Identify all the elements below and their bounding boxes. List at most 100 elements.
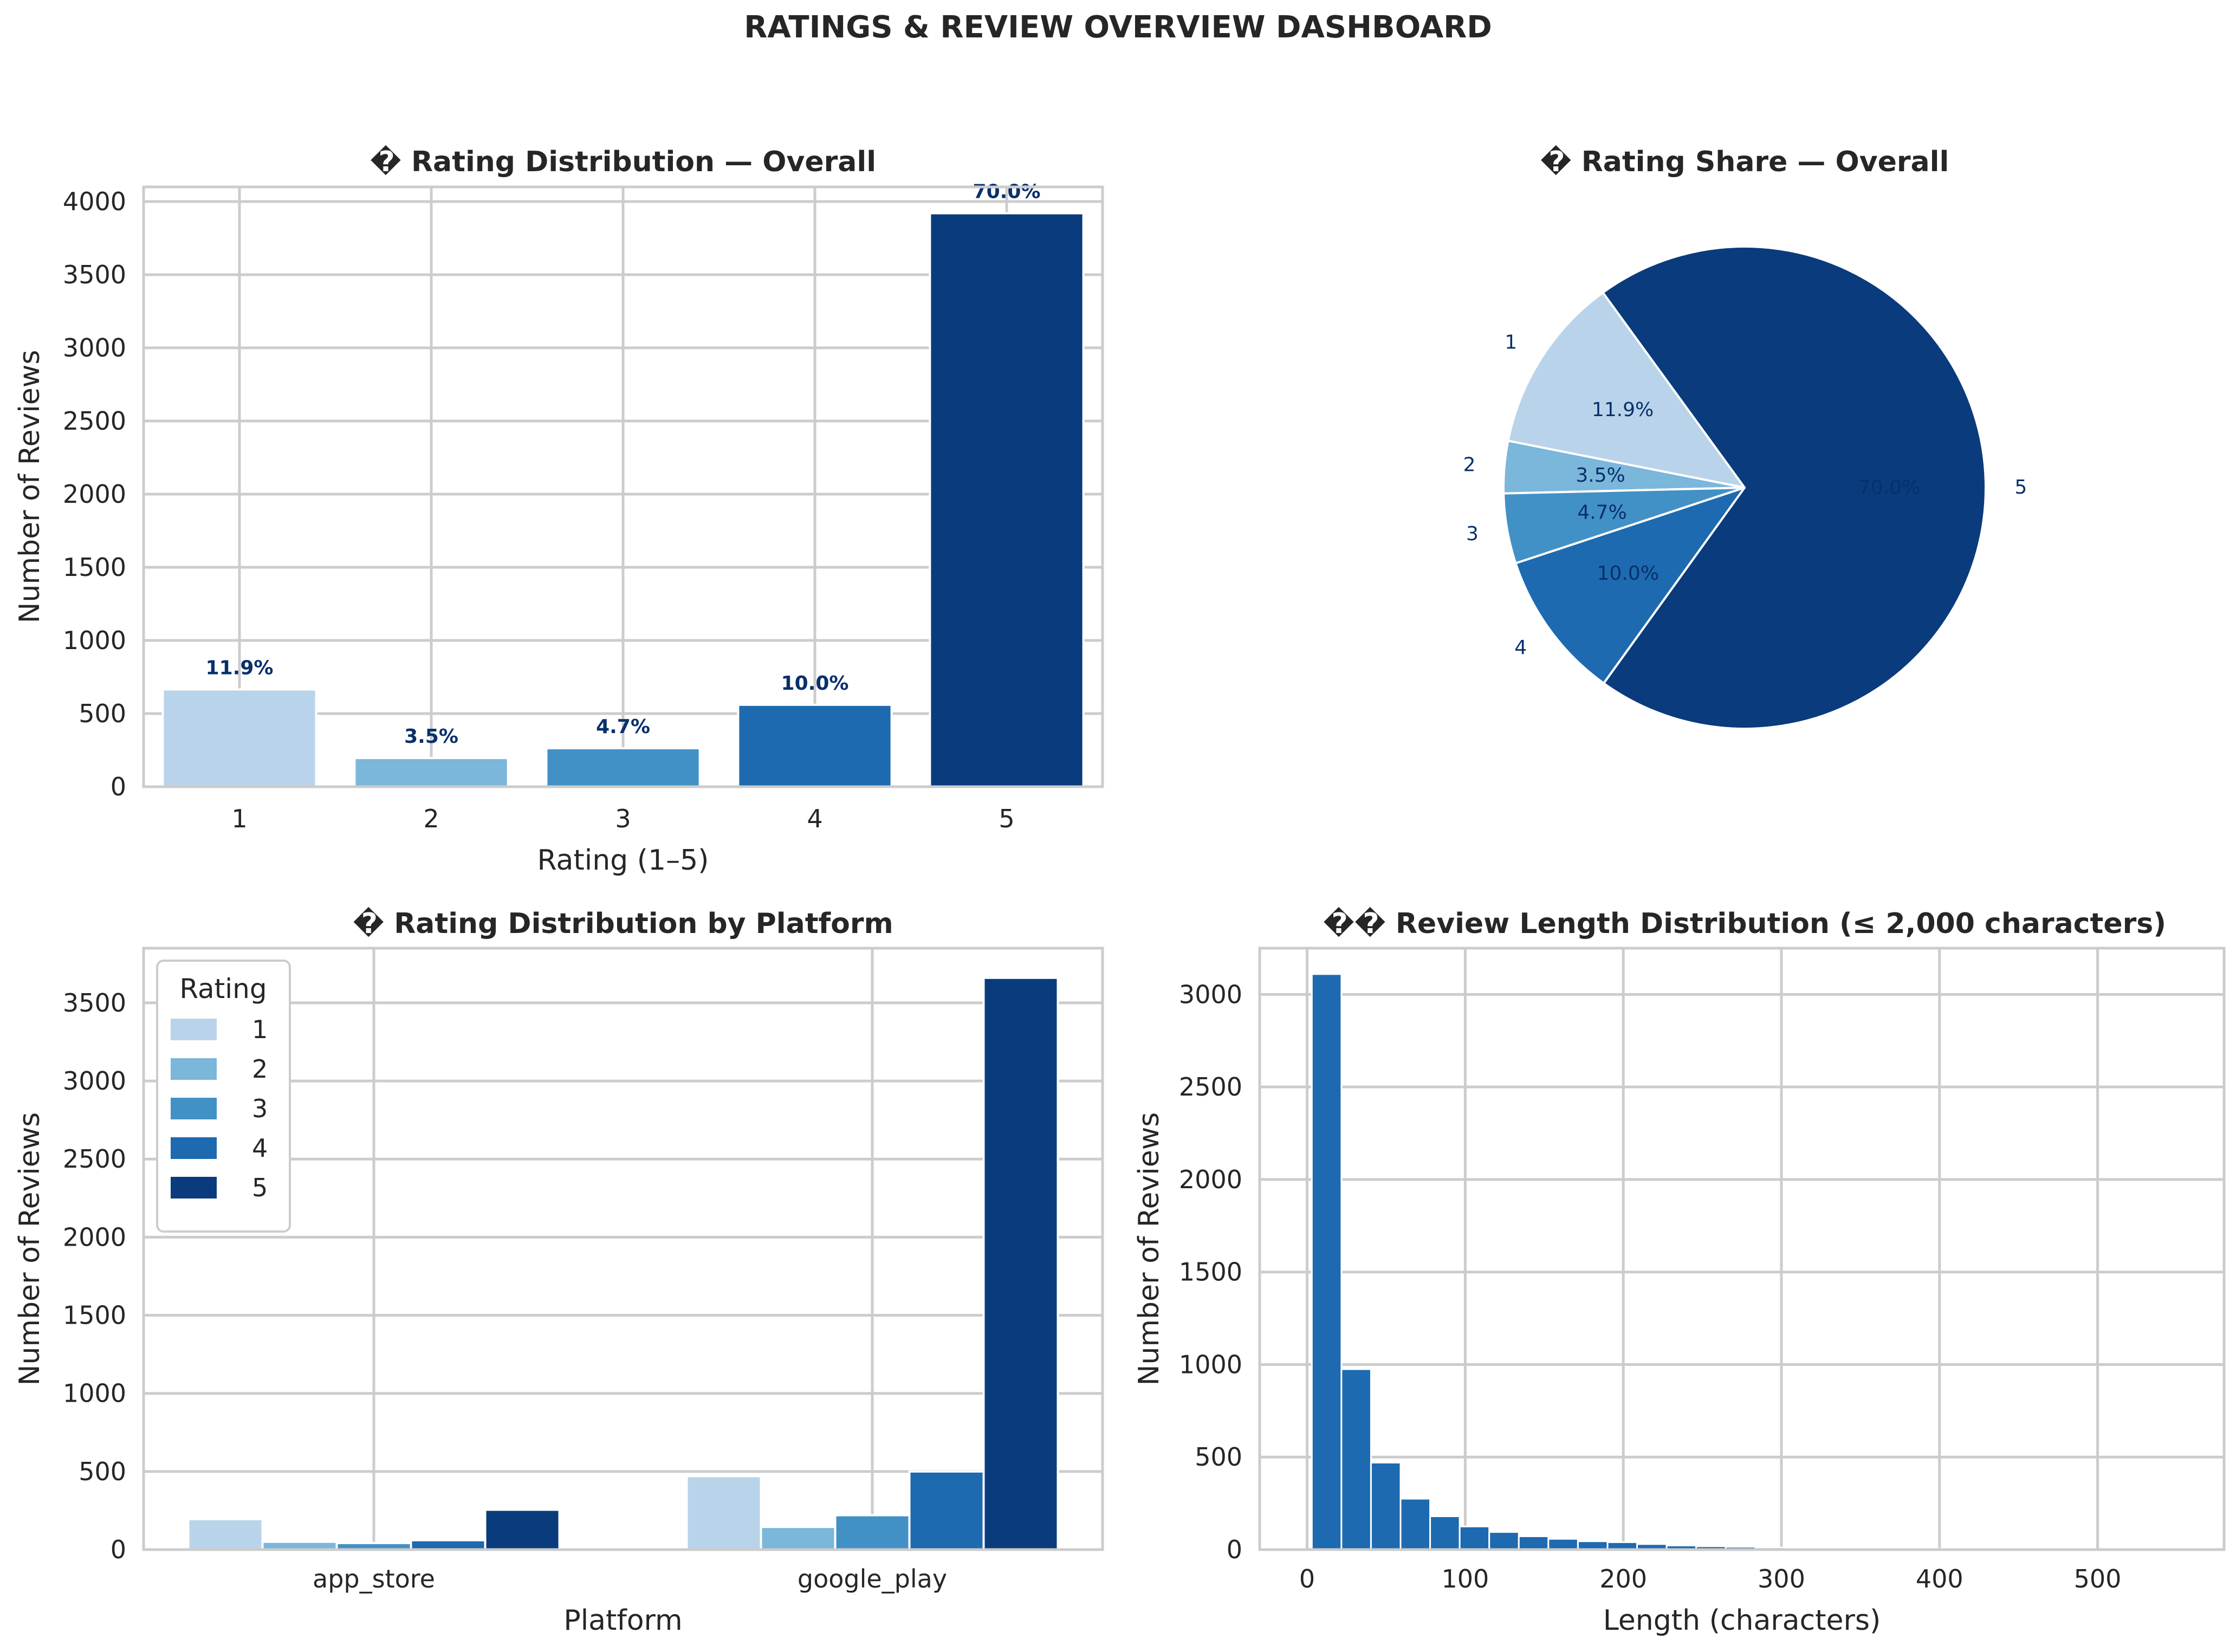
legend-entry: 3 bbox=[252, 1094, 268, 1123]
pie-percent-label: 4.7% bbox=[1577, 502, 1626, 524]
x-tick-label: 3 bbox=[615, 804, 631, 833]
histogram-bin bbox=[1340, 1368, 1372, 1551]
bar-google_play-rating-5 bbox=[982, 976, 1059, 1551]
x-axis-label: Platform bbox=[563, 1604, 682, 1637]
y-tick-label: 2500 bbox=[63, 1144, 126, 1174]
x-tick-label: 5 bbox=[999, 804, 1014, 833]
legend-swatch-2 bbox=[171, 1058, 217, 1080]
bar-rating-5 bbox=[929, 212, 1085, 788]
y-tick-label: 2500 bbox=[63, 406, 126, 436]
bar-data-label: 4.7% bbox=[596, 716, 650, 738]
y-tick-label: 1000 bbox=[63, 626, 126, 655]
legend: Rating 1 2 3 4 5 bbox=[156, 960, 291, 1233]
pie-percent-label: 70.0% bbox=[1858, 476, 1920, 498]
y-tick-label: 2000 bbox=[63, 1222, 126, 1252]
legend-entry: 5 bbox=[252, 1173, 268, 1202]
bar-rating-3 bbox=[545, 747, 701, 788]
dashboard-title: RATINGS & REVIEW OVERVIEW DASHBOARD bbox=[744, 10, 1492, 45]
y-tick-label: 2000 bbox=[1179, 1165, 1242, 1194]
pie-percent-label: 10.0% bbox=[1597, 562, 1659, 585]
x-tick-label: 4 bbox=[807, 804, 822, 833]
bar-data-label: 70.0% bbox=[973, 181, 1041, 203]
bar-data-label: 11.9% bbox=[206, 657, 274, 679]
x-tick-label: 500 bbox=[2074, 1564, 2122, 1593]
chart-title: � Rating Distribution — Overall bbox=[370, 145, 876, 178]
bar-data-label: 3.5% bbox=[404, 725, 458, 748]
bar-rating-2 bbox=[353, 757, 509, 788]
y-tick-label: 2000 bbox=[63, 480, 126, 509]
y-tick-label: 500 bbox=[79, 699, 126, 728]
legend-entry: 2 bbox=[252, 1054, 268, 1084]
pie-category-label: 2 bbox=[1463, 454, 1476, 476]
x-tick-label: app_store bbox=[313, 1564, 435, 1593]
y-tick-label: 3500 bbox=[63, 988, 126, 1018]
y-axis-label: Number of Reviews bbox=[1133, 1112, 1165, 1386]
bar-rating-4 bbox=[737, 703, 893, 788]
bar-app_store-rating-5 bbox=[484, 1508, 561, 1551]
bar-rating-1 bbox=[161, 688, 317, 788]
legend-swatch-4 bbox=[171, 1137, 217, 1159]
x-axis-label: Rating (1–5) bbox=[537, 844, 709, 877]
y-tick-label: 3000 bbox=[63, 333, 126, 362]
chart-title: � Rating Distribution by Platform bbox=[353, 906, 893, 940]
x-tick-label: 2 bbox=[423, 804, 439, 833]
y-tick-label: 0 bbox=[111, 772, 126, 801]
pie-slice-rating-4 bbox=[1514, 485, 1748, 685]
bar-google_play-rating-1 bbox=[685, 1475, 762, 1551]
y-tick-label: 3000 bbox=[1179, 980, 1242, 1009]
x-tick-label: 400 bbox=[1916, 1564, 1963, 1593]
histogram-bin bbox=[1399, 1498, 1431, 1551]
pie-percent-label: 11.9% bbox=[1592, 399, 1654, 421]
x-tick-label: google_play bbox=[798, 1564, 947, 1593]
y-tick-label: 500 bbox=[79, 1457, 126, 1486]
y-tick-label: 3500 bbox=[63, 260, 126, 289]
chart-title: � Rating Share — Overall bbox=[1540, 145, 1949, 178]
bar-data-label: 10.0% bbox=[781, 672, 849, 695]
legend-entry: 4 bbox=[252, 1133, 268, 1163]
y-tick-label: 0 bbox=[111, 1535, 126, 1564]
y-tick-label: 1500 bbox=[63, 1301, 126, 1330]
legend-swatch-5 bbox=[171, 1177, 217, 1198]
pie-category-label: 1 bbox=[1505, 331, 1517, 353]
y-tick-label: 1000 bbox=[63, 1379, 126, 1408]
x-axis-label: Length (characters) bbox=[1603, 1604, 1881, 1637]
plot-frame bbox=[142, 185, 1104, 788]
chart-title: �� Review Length Distribution (≤ 2,000 c… bbox=[1323, 906, 2166, 940]
y-axis-label: Number of Reviews bbox=[14, 350, 46, 624]
legend-entry: 1 bbox=[252, 1015, 268, 1044]
x-tick-label: 300 bbox=[1758, 1564, 1805, 1593]
pie-percent-label: 3.5% bbox=[1576, 464, 1625, 487]
y-axis-label: Number of Reviews bbox=[14, 1112, 46, 1386]
y-tick-label: 1500 bbox=[63, 553, 126, 582]
pie-slice-rating-1 bbox=[1507, 291, 1747, 489]
legend-swatch-1 bbox=[171, 1019, 217, 1040]
bar-app_store-rating-1 bbox=[187, 1518, 264, 1551]
y-tick-label: 1000 bbox=[1179, 1350, 1242, 1379]
y-tick-label: 3000 bbox=[63, 1066, 126, 1096]
plot-frame bbox=[1258, 947, 2226, 1551]
pie-category-label: 3 bbox=[1466, 523, 1479, 545]
legend-title: Rating bbox=[179, 973, 267, 1005]
y-tick-label: 4000 bbox=[63, 187, 126, 216]
plot-frame bbox=[142, 947, 1104, 1551]
histogram-bin bbox=[1518, 1535, 1550, 1551]
histogram-bin bbox=[1547, 1538, 1579, 1551]
x-tick-label: 0 bbox=[1299, 1564, 1315, 1593]
x-tick-label: 200 bbox=[1599, 1564, 1647, 1593]
y-tick-label: 0 bbox=[1227, 1535, 1242, 1564]
x-tick-label: 100 bbox=[1441, 1564, 1489, 1593]
bar-google_play-rating-4 bbox=[908, 1470, 985, 1551]
histogram-bin bbox=[1311, 973, 1343, 1551]
x-tick-label: 1 bbox=[231, 804, 247, 833]
legend-swatch-3 bbox=[171, 1098, 217, 1119]
histogram-bin bbox=[1370, 1461, 1402, 1551]
pie-category-label: 5 bbox=[2014, 476, 2027, 498]
y-tick-label: 500 bbox=[1195, 1442, 1242, 1472]
histogram-bin bbox=[1459, 1525, 1490, 1551]
histogram-bin bbox=[1488, 1531, 1520, 1551]
pie-slice-rating-5 bbox=[1601, 245, 1987, 730]
